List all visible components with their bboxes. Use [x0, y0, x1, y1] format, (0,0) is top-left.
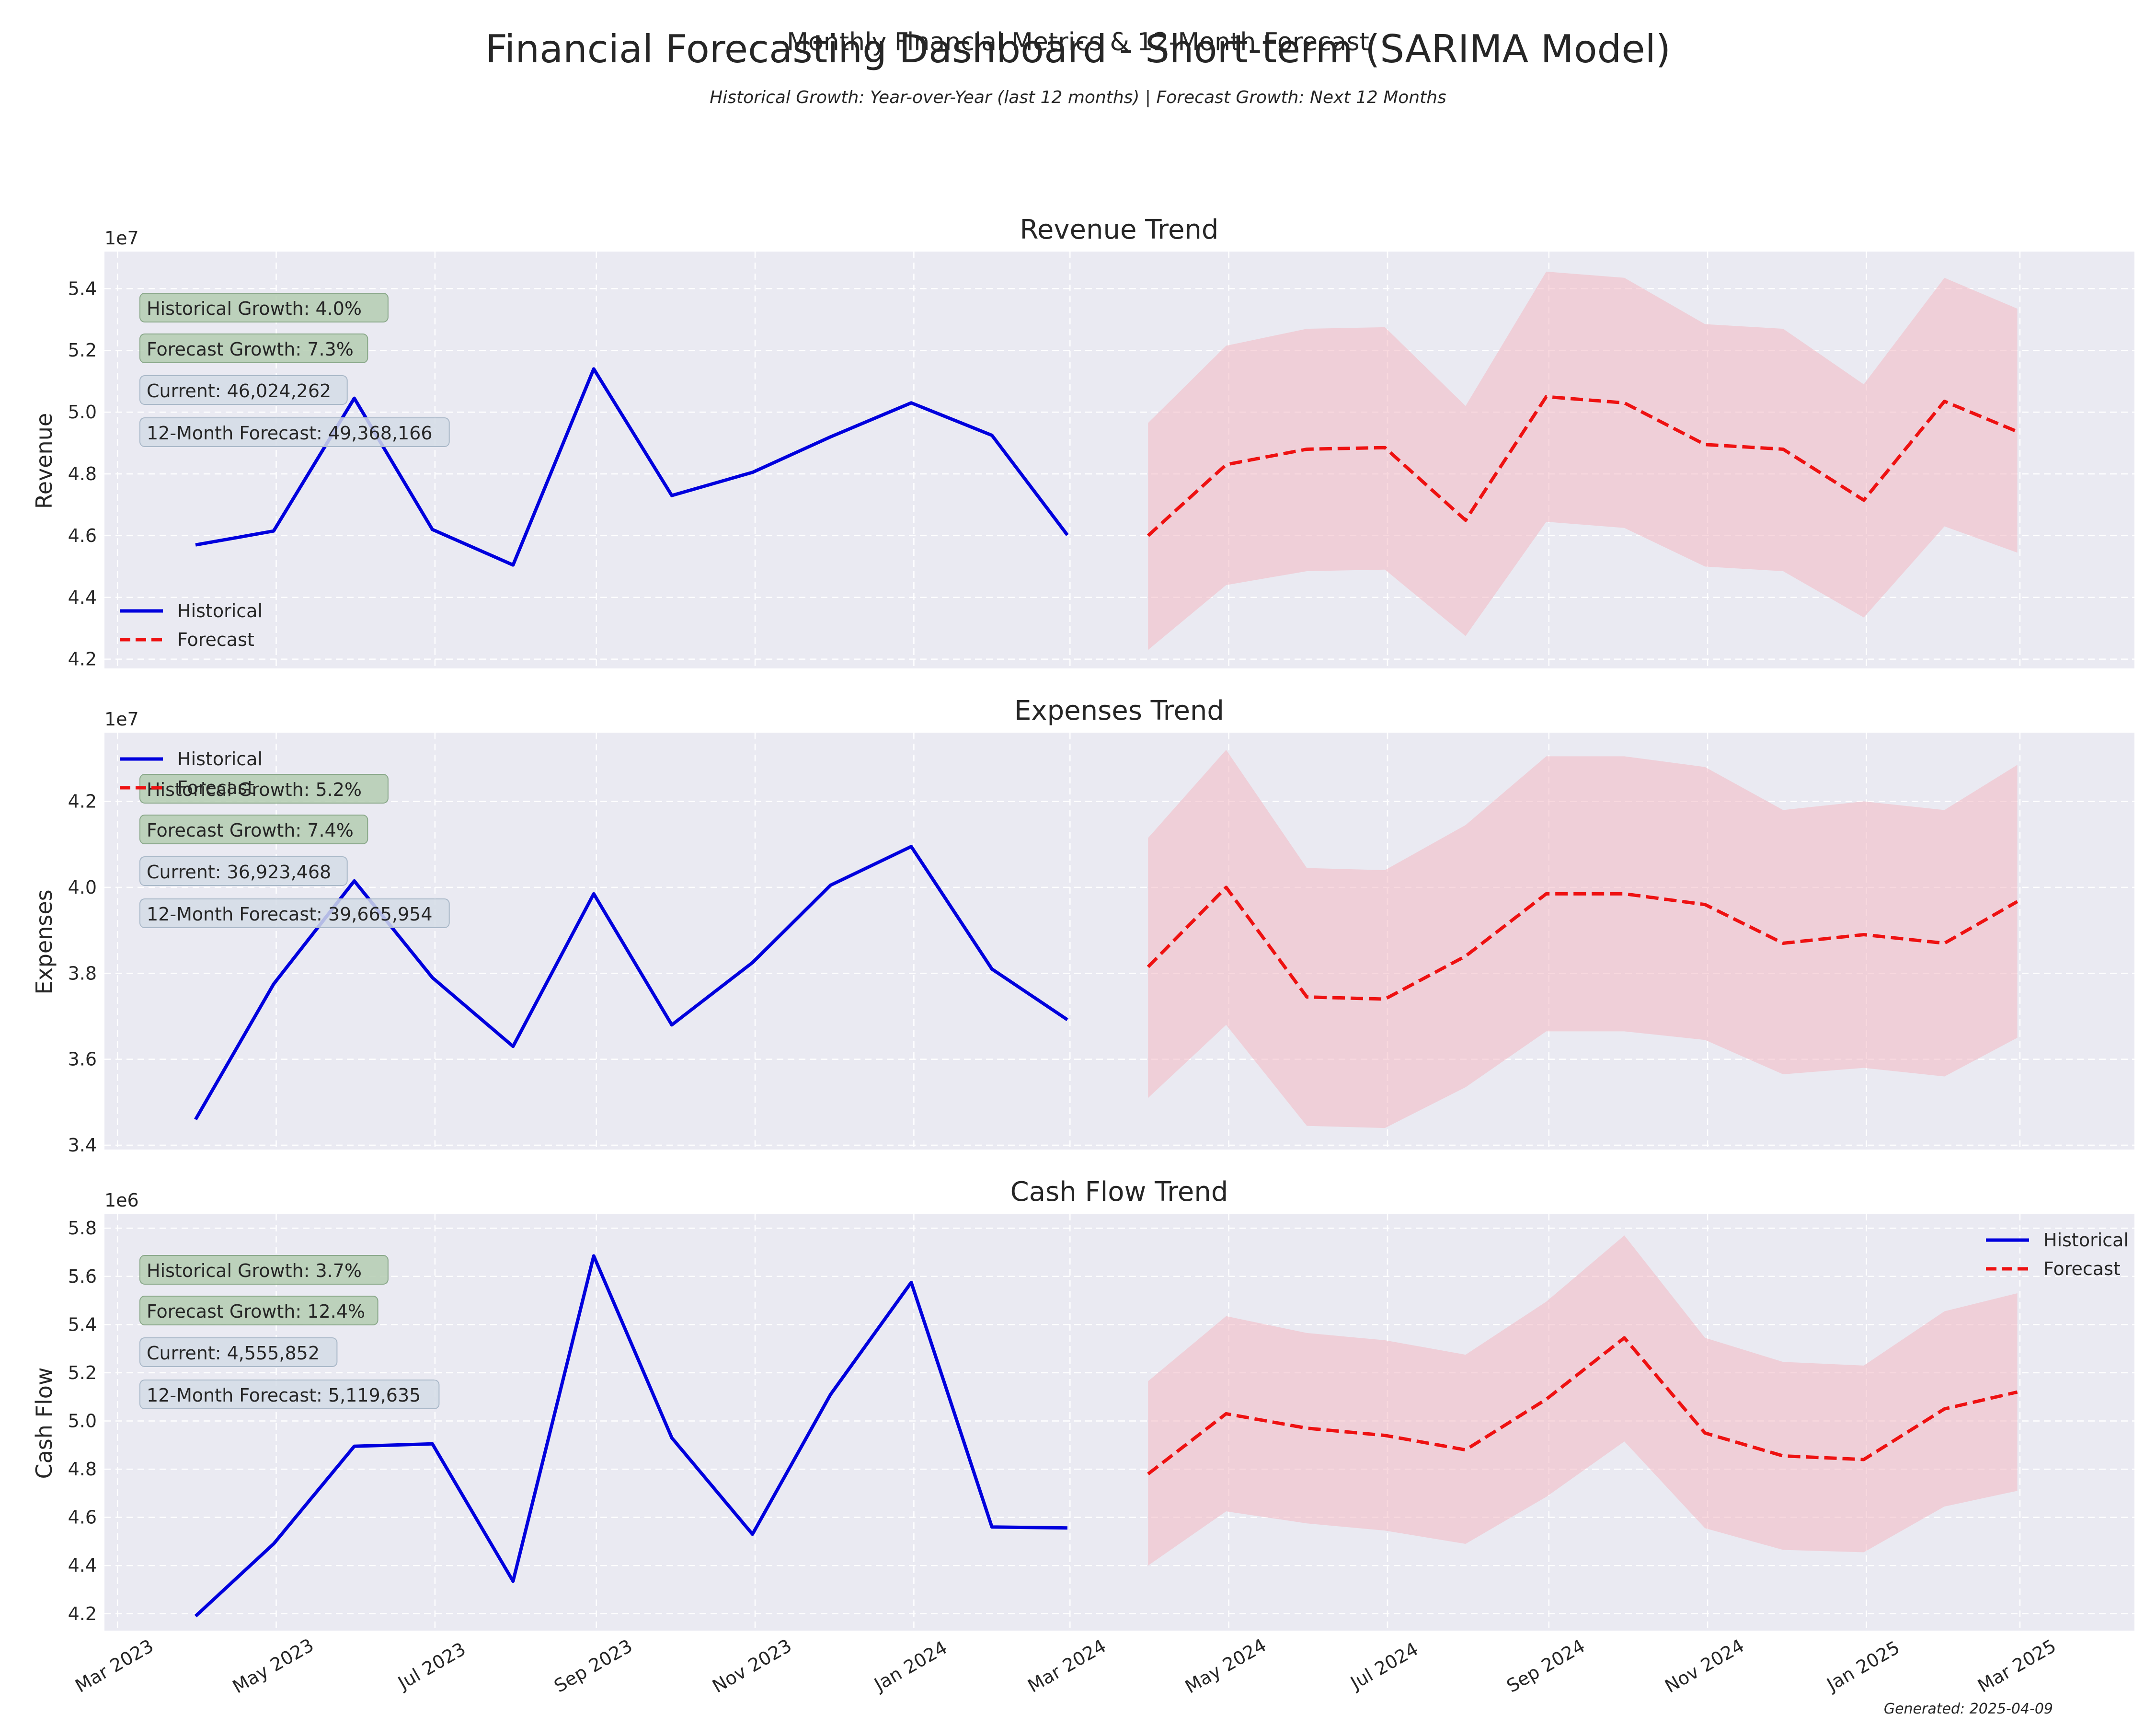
panel-title: Cash Flow Trend	[1010, 1176, 1228, 1208]
y-tick-label: 5.0	[68, 1410, 97, 1431]
x-tick-label: Sep 2023	[550, 1635, 636, 1697]
y-axis-label: Revenue	[31, 413, 57, 509]
annotation-box	[139, 898, 450, 928]
forecast-line	[1147, 395, 2018, 537]
panel-revenue: Revenue Trend Revenue 1e7	[31, 214, 1218, 509]
x-tick-label: Nov 2023	[709, 1635, 795, 1697]
y-tick-label: 4.6	[68, 525, 97, 546]
annotation-box	[139, 375, 348, 405]
annotation-text: Historical Growth: 4.0%	[147, 298, 362, 319]
legend-label: Forecast	[2043, 1258, 2121, 1279]
annotation-box	[139, 417, 450, 447]
y-tick-label: 3.6	[68, 1049, 97, 1070]
annotation-box	[139, 856, 348, 886]
generated-date: Generated: 2025-04-09	[1884, 1701, 2053, 1717]
y-tick-label: 4.4	[68, 587, 97, 608]
x-tick-label: Nov 2024	[1661, 1635, 1747, 1697]
confidence-band	[1148, 1235, 2018, 1566]
dashboard-suptitle: Monthly Financial Metrics & 12-Month For…	[787, 28, 1369, 57]
y-tick-label: 5.4	[68, 278, 97, 299]
legend-label: Forecast	[177, 629, 254, 650]
y-tick-label: 5.0	[68, 402, 97, 423]
panel-title: Revenue Trend	[1020, 214, 1219, 245]
plot-revenue: 4.2 4.4 4.6 4.8 5.0 5.2 5.4 Historical Growth: …	[68, 252, 2134, 670]
y-tick-label: 5.8	[68, 1218, 97, 1239]
confidence-band	[1148, 749, 2018, 1128]
annotation-box	[139, 1380, 440, 1409]
y-tick-label: 4.8	[68, 1459, 97, 1480]
y-tick-label: 4.2	[68, 791, 97, 812]
legend: Historical Forecast	[120, 748, 263, 798]
y-axis-label: Expenses	[31, 889, 57, 994]
dashboard-title: Financial Forecasting Dashboard - Short-…	[485, 27, 1671, 71]
y-tick-label: 4.2	[68, 1603, 97, 1624]
annotation-text: Current: 46,024,262	[147, 380, 331, 402]
annotation-box	[139, 1255, 389, 1285]
y-tick-label: 5.2	[68, 340, 97, 361]
x-tick-label: Jan 2025	[1823, 1637, 1904, 1696]
annotation-box	[139, 1337, 338, 1367]
y-tick-label: 3.8	[68, 963, 97, 984]
y-axis-label: Cash Flow	[31, 1367, 57, 1479]
y-tick-label: 4.2	[68, 649, 97, 670]
legend-label: Forecast	[177, 777, 254, 798]
y-tick-label: 4.0	[68, 877, 97, 898]
y-tick-label: 3.4	[68, 1135, 97, 1156]
annotation-text: 12-Month Forecast: 5,119,635	[147, 1385, 421, 1406]
x-tick-label: May 2024	[1181, 1634, 1270, 1698]
plot-cash-flow: 4.2 4.4 4.6 4.8 5.0 5.2 5.4 5.6 5.8 Historical Gr…	[68, 1214, 2134, 1698]
y-tick-label: 4.8	[68, 463, 97, 484]
legend-label: Historical	[2043, 1230, 2129, 1251]
annotation-text: Current: 4,555,852	[147, 1343, 320, 1364]
y-tick-label: 4.6	[68, 1507, 97, 1528]
y-axis-exponent: 1e7	[104, 709, 139, 730]
legend-label: Historical	[177, 600, 263, 621]
x-tick-label: Jan 2024	[870, 1637, 951, 1696]
historical-line	[194, 1254, 1067, 1618]
y-tick-label: 4.4	[68, 1555, 97, 1576]
x-tick-label: Mar 2023	[72, 1635, 157, 1697]
legend: Historical Forecast	[120, 600, 263, 650]
x-tick-label: Jul 2024	[1346, 1638, 1422, 1694]
annotation-text: 12-Month Forecast: 39,665,954	[147, 904, 433, 925]
annotation-text: Current: 36,923,468	[147, 862, 331, 883]
annotation-box	[139, 293, 389, 322]
annotation-text: 12-Month Forecast: 49,368,166	[147, 423, 433, 444]
annotation-box	[139, 815, 368, 844]
legend-label: Historical	[177, 748, 263, 770]
panel-title: Expenses Trend	[1014, 695, 1224, 726]
x-tick-label: Jul 2023	[394, 1638, 470, 1694]
annotation-text: Historical Growth: 3.7%	[147, 1260, 362, 1281]
y-tick-label: 5.2	[68, 1362, 97, 1383]
annotation-text: Historical Growth: 5.2%	[147, 779, 362, 800]
legend: Historical Forecast	[1986, 1230, 2129, 1279]
y-tick-label: 5.6	[68, 1266, 97, 1287]
forecast-line	[1147, 1336, 2018, 1475]
forecast-line	[1147, 886, 2018, 1001]
x-tick-label: May 2023	[229, 1634, 317, 1698]
y-tick-label: 5.4	[68, 1314, 97, 1335]
y-axis-exponent: 1e6	[104, 1190, 139, 1211]
panel-expenses: Expenses Trend Expenses 1e7	[31, 695, 1224, 995]
panel-cash-flow: Cash Flow Trend Cash Flow 1e6	[31, 1176, 1228, 1479]
annotation-text: Forecast Growth: 7.4%	[147, 820, 354, 841]
confidence-band	[1148, 271, 2018, 650]
annotation-text: Forecast Growth: 7.3%	[147, 339, 354, 360]
x-tick-label: Sep 2024	[1503, 1635, 1588, 1697]
historical-line	[194, 845, 1068, 1120]
x-tick-label: Mar 2025	[1974, 1635, 2059, 1697]
y-axis-exponent: 1e7	[104, 228, 139, 249]
x-tick-label: Mar 2024	[1024, 1635, 1110, 1697]
annotation-box	[139, 334, 368, 363]
annotation-box	[139, 1296, 378, 1325]
annotation-text: Forecast Growth: 12.4%	[147, 1301, 365, 1322]
dashboard-subtitle: Historical Growth: Year-over-Year (last …	[710, 88, 1446, 107]
